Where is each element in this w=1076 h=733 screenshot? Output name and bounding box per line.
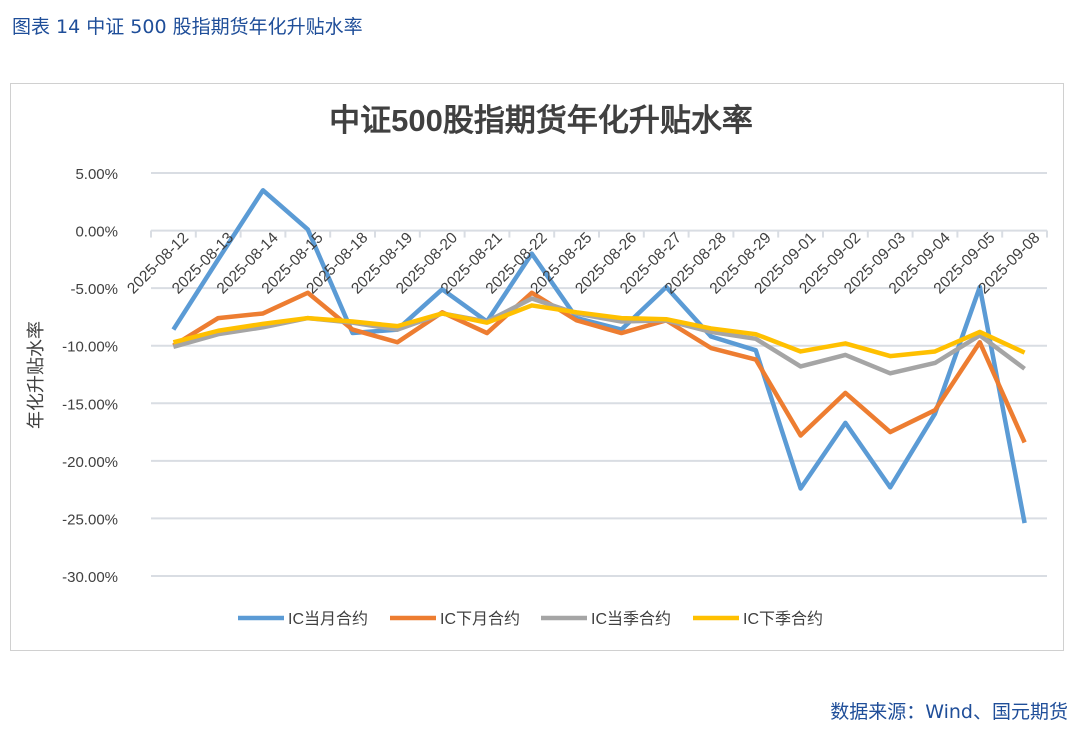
series-line [172,303,1026,359]
y-tick-label: -5.00% [70,281,118,298]
series-line [171,188,1027,524]
y-axis-label: 年化升贴水率 [26,321,46,429]
legend-label: IC当季合约 [591,610,671,628]
chart-title: 中证500股指期货年化升贴水率 [329,103,753,138]
y-tick-label: 0.00% [75,224,118,241]
y-tick-label: -10.00% [62,339,118,356]
chart-frame [10,83,1064,651]
legend-label: IC下月合约 [440,610,520,628]
legend-label: IC当月合约 [288,610,368,628]
series-line [172,296,1026,376]
series-line [172,290,1027,444]
source-note: 数据来源：Wind、国元期货 [830,701,1068,723]
y-tick-label: -20.00% [62,454,118,471]
y-tick-label: 5.00% [75,166,118,183]
y-tick-label: -15.00% [62,396,118,413]
y-tick-label: -30.00% [62,569,118,586]
y-tick-label: -25.00% [62,511,118,528]
legend-label: IC下季合约 [743,610,823,628]
figure-caption: 图表 14 中证 500 股指期货年化升贴水率 [12,16,363,38]
